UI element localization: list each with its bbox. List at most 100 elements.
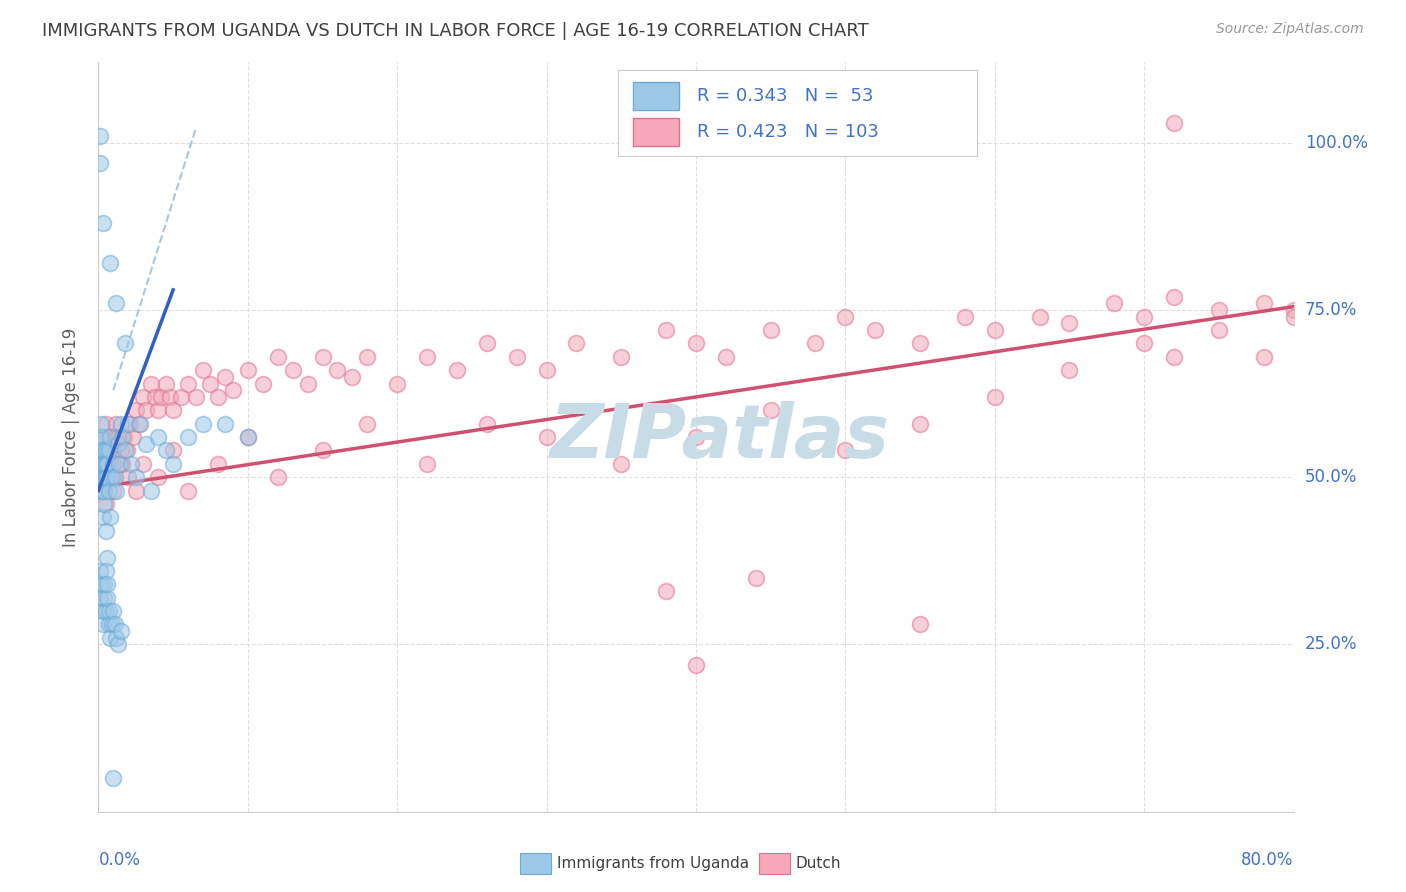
Point [267,470,290,484]
Point [105,296,128,310]
Text: 0.0%: 0.0% [98,851,141,869]
Point [104,430,127,444]
Point [685,657,707,672]
Point [107,430,129,444]
Point [96,470,118,484]
Point [135,403,157,417]
Point [90,577,112,591]
Point [101,470,124,484]
Point [148,403,170,417]
Point [90,457,112,471]
Point [745,571,768,585]
Point [132,390,155,404]
Point [953,310,976,324]
Point [148,470,170,484]
Point [104,470,127,484]
Point [150,390,173,404]
Point [117,470,139,484]
Point [759,403,782,417]
Point [184,390,207,404]
Point [98,457,122,471]
Point [200,376,222,391]
Point [91,510,114,524]
Point [89,470,111,484]
Point [91,443,114,458]
Point [121,430,143,444]
Point [125,470,148,484]
Point [685,336,707,351]
Point [1253,350,1275,364]
Point [90,417,112,431]
Point [98,631,122,645]
Point [162,457,184,471]
Point [506,350,529,364]
Point [120,457,142,471]
Point [177,376,200,391]
Point [110,417,132,431]
Point [162,403,184,417]
Point [125,403,148,417]
Point [94,470,117,484]
Point [311,350,333,364]
Point [97,483,120,498]
Point [177,430,200,444]
Point [1163,350,1185,364]
Point [191,417,214,431]
Point [1059,363,1081,377]
Point [236,430,259,444]
Point [114,336,136,351]
Point [536,363,558,377]
Point [342,369,364,384]
Point [103,604,125,618]
Text: 25.0%: 25.0% [1305,635,1357,654]
Point [97,617,120,632]
Point [162,443,184,458]
Point [132,457,155,471]
Point [865,323,887,337]
Point [759,323,782,337]
Point [610,350,633,364]
Point [117,417,139,431]
Point [103,457,125,471]
Point [714,350,737,364]
Point [93,470,115,484]
Point [118,417,141,431]
Text: ZIPatlas: ZIPatlas [550,401,890,474]
Point [159,390,181,404]
Point [90,443,112,458]
Point [110,457,132,471]
Point [1312,336,1334,351]
Point [98,430,122,444]
Point [908,617,931,632]
Point [105,483,128,498]
Point [90,470,112,484]
Point [685,430,707,444]
Text: 100.0%: 100.0% [1305,134,1368,152]
Point [91,443,114,458]
Point [1208,323,1230,337]
Point [103,483,125,498]
Point [93,577,115,591]
Point [804,336,827,351]
Point [385,376,409,391]
Point [155,443,177,458]
Point [1133,310,1156,324]
Point [311,443,333,458]
Text: 80.0%: 80.0% [1241,851,1294,869]
Point [356,417,378,431]
Point [89,128,111,143]
Point [610,457,633,471]
Point [89,156,111,170]
Point [104,617,127,632]
Point [89,430,111,444]
Point [96,457,118,471]
Point [297,376,319,391]
Point [252,376,274,391]
Point [93,457,115,471]
Point [655,323,678,337]
Point [129,417,152,431]
Text: 75.0%: 75.0% [1305,301,1357,319]
Point [93,591,115,605]
Point [96,550,118,565]
Text: 50.0%: 50.0% [1305,468,1357,486]
